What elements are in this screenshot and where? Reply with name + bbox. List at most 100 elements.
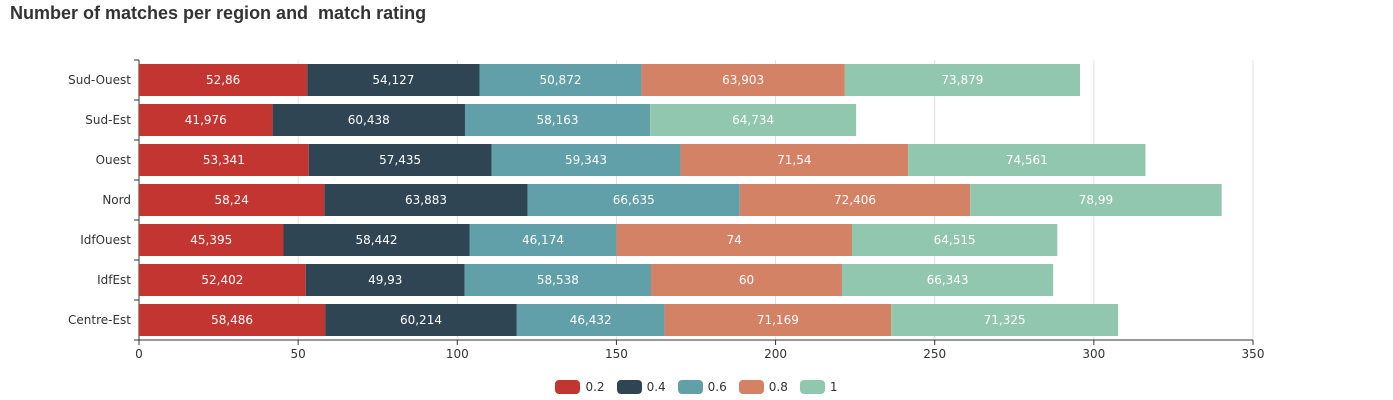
data-label: 58,442 [355, 233, 397, 247]
bar-segment [272, 104, 465, 136]
data-label: 52,86 [206, 73, 240, 87]
data-label: 66,635 [613, 193, 655, 207]
bar-segment [650, 104, 857, 136]
x-tick-label: 100 [446, 347, 469, 361]
data-label: 64,515 [934, 233, 976, 247]
chart-legend: 0.2 0.4 0.6 0.8 1 [0, 380, 1393, 394]
bar-segment [307, 64, 480, 96]
data-label: 59,343 [565, 153, 607, 167]
y-tick-label: Ouest [96, 153, 132, 167]
bar-segment [464, 264, 652, 296]
bar-segment [283, 224, 470, 256]
x-tick-label: 350 [1242, 347, 1265, 361]
data-label: 71,325 [984, 313, 1026, 327]
y-tick-label: Sud-Ouest [68, 73, 131, 87]
legend-item[interactable]: 0.8 [738, 380, 788, 394]
bar-segment [616, 224, 852, 256]
data-label: 64,734 [732, 113, 774, 127]
data-label: 50,872 [539, 73, 581, 87]
bar-segment [527, 184, 740, 216]
data-label: 74 [727, 233, 742, 247]
bar-segment [305, 264, 465, 296]
data-label: 57,435 [379, 153, 421, 167]
y-tick-label: IdfOuest [80, 233, 131, 247]
legend-label: 0.8 [768, 380, 788, 394]
bar-segment [841, 264, 1054, 296]
bar-segment [908, 144, 1146, 176]
legend-swatch [555, 380, 581, 394]
legend-swatch [677, 380, 703, 394]
legend-item[interactable]: 0.4 [616, 380, 666, 394]
bar-segment [139, 104, 273, 136]
bar-segment [464, 104, 651, 136]
y-tick-label: Nord [102, 193, 131, 207]
data-label: 45,395 [190, 233, 232, 247]
legend-item[interactable]: 1 [799, 380, 838, 394]
bar-segment [469, 224, 617, 256]
data-label: 66,343 [927, 273, 969, 287]
stacked-bar-chart: 0 50 100 150 200 250 300 350 Sud-Ouest Sud-Est Oue… [68, 59, 1265, 361]
data-label: 71,169 [757, 313, 799, 327]
x-tick-label: 300 [1082, 347, 1105, 361]
bar-segment [139, 144, 309, 176]
x-tick-label: 50 [291, 347, 306, 361]
bar-segment [739, 184, 971, 216]
legend-label: 0.4 [646, 380, 666, 394]
bar-segment [844, 64, 1080, 96]
data-label: 58,163 [537, 113, 579, 127]
bar-segment [479, 64, 642, 96]
bar-segment [851, 224, 1058, 256]
bar-segment [139, 224, 284, 256]
bar-segment [308, 144, 492, 176]
data-label: 46,432 [570, 313, 612, 327]
legend-label: 0.6 [707, 380, 727, 394]
data-label: 58,486 [211, 313, 253, 327]
x-tick-label: 0 [135, 347, 143, 361]
y-tick-label: IdfEst [97, 273, 131, 287]
bar-segment [651, 264, 842, 296]
x-tick-label: 150 [605, 347, 628, 361]
legend-item[interactable]: 0.2 [555, 380, 605, 394]
data-label: 78,99 [1079, 193, 1113, 207]
legend-swatch [799, 380, 825, 394]
data-label: 54,127 [372, 73, 414, 87]
legend-label: 1 [829, 380, 838, 394]
data-label: 73,879 [941, 73, 983, 87]
data-label: 52,402 [201, 273, 243, 287]
chart-title: Number of matches per region and match r… [10, 3, 427, 23]
legend-label: 0.2 [585, 380, 605, 394]
x-tick-label: 200 [764, 347, 787, 361]
data-label: 41,976 [185, 113, 227, 127]
data-label: 60,438 [348, 113, 390, 127]
bar-segment [491, 144, 681, 176]
data-label: 63,883 [405, 193, 447, 207]
y-tick-label: Sud-Est [85, 113, 131, 127]
legend-swatch [616, 380, 642, 394]
bar-segment [325, 304, 517, 336]
bar-segment [139, 184, 325, 216]
data-label: 71,54 [777, 153, 811, 167]
bar-segment [680, 144, 909, 176]
bar-segment [641, 64, 845, 96]
y-tick-label: Centre-Est [68, 313, 131, 327]
data-label: 60 [739, 273, 754, 287]
legend-swatch [738, 380, 764, 394]
data-label: 74,561 [1006, 153, 1048, 167]
data-label: 60,214 [400, 313, 442, 327]
bar-segment [970, 184, 1222, 216]
data-label: 72,406 [834, 193, 876, 207]
data-label: 49,93 [368, 273, 402, 287]
bar-segment [139, 64, 308, 96]
data-label: 58,24 [215, 193, 249, 207]
data-label: 58,538 [537, 273, 579, 287]
legend-item[interactable]: 0.6 [677, 380, 727, 394]
bar-segment [139, 304, 326, 336]
data-label: 53,341 [203, 153, 245, 167]
bar-segment [324, 184, 528, 216]
data-label: 46,174 [522, 233, 564, 247]
bar-segment [891, 304, 1119, 336]
data-label: 63,903 [722, 73, 764, 87]
bar-segment [139, 264, 306, 296]
x-tick-label: 250 [923, 347, 946, 361]
bar-segment [664, 304, 892, 336]
